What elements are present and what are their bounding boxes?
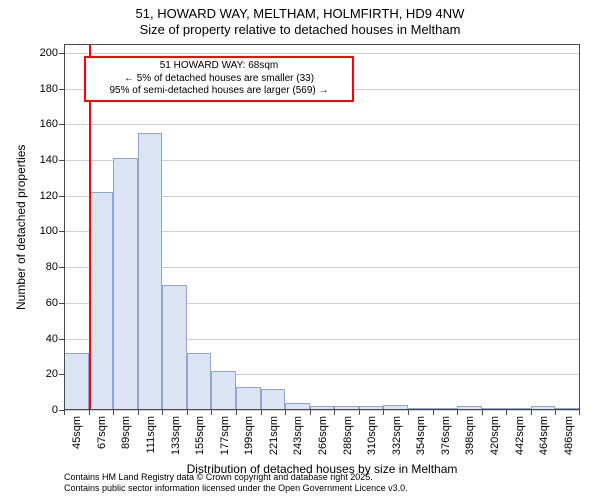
footer-attribution: Contains HM Land Registry data © Crown c… (64, 472, 408, 495)
xtick-mark (310, 410, 311, 415)
xtick-label: 243sqm (290, 416, 304, 455)
xtick-mark (261, 410, 262, 415)
xtick-mark (579, 410, 580, 415)
ytick-mark (59, 231, 64, 232)
xtick-mark (433, 410, 434, 415)
ytick-mark (59, 374, 64, 375)
xtick-mark (506, 410, 507, 415)
xtick-label: 221sqm (266, 416, 280, 455)
xtick-mark (162, 410, 163, 415)
footer-line-1: Contains HM Land Registry data © Crown c… (64, 472, 408, 483)
xtick-mark (211, 410, 212, 415)
xtick-mark (187, 410, 188, 415)
xtick-mark (113, 410, 114, 415)
plot-border (64, 44, 580, 410)
xtick-label: 398sqm (462, 416, 476, 455)
xtick-label: 442sqm (512, 416, 526, 455)
ytick-mark (59, 53, 64, 54)
xtick-mark (236, 410, 237, 415)
xtick-mark (383, 410, 384, 415)
xtick-mark (64, 410, 65, 415)
ytick-mark (59, 196, 64, 197)
xtick-mark (457, 410, 458, 415)
xtick-mark (408, 410, 409, 415)
y-axis-label: Number of detached properties (14, 144, 28, 309)
ytick-mark (59, 124, 64, 125)
xtick-label: 464sqm (536, 416, 550, 455)
ytick-mark (59, 89, 64, 90)
ytick-mark (59, 303, 64, 304)
ytick-mark (59, 339, 64, 340)
xtick-mark (482, 410, 483, 415)
xtick-label: 67sqm (94, 416, 108, 449)
xtick-label: 177sqm (217, 416, 231, 455)
xtick-mark (555, 410, 556, 415)
chart-title-line1: 51, HOWARD WAY, MELTHAM, HOLMFIRTH, HD9 … (0, 6, 600, 21)
ytick-mark (59, 160, 64, 161)
xtick-mark (138, 410, 139, 415)
xtick-mark (334, 410, 335, 415)
xtick-label: 45sqm (69, 416, 83, 449)
ytick-mark (59, 267, 64, 268)
xtick-mark (285, 410, 286, 415)
xtick-label: 332sqm (389, 416, 403, 455)
xtick-label: 155sqm (192, 416, 206, 455)
xtick-label: 199sqm (241, 416, 255, 455)
xtick-mark (359, 410, 360, 415)
xtick-label: 266sqm (315, 416, 329, 455)
xtick-label: 310sqm (364, 416, 378, 455)
xtick-label: 486sqm (561, 416, 575, 455)
footer-line-2: Contains public sector information licen… (64, 483, 408, 494)
xtick-label: 89sqm (118, 416, 132, 449)
plot-area: 51 HOWARD WAY: 68sqm ← 5% of detached ho… (64, 44, 580, 410)
xtick-label: 111sqm (143, 416, 157, 454)
xtick-mark (89, 410, 90, 415)
xtick-mark (531, 410, 532, 415)
gridline (64, 410, 580, 411)
chart-title-line2: Size of property relative to detached ho… (0, 22, 600, 37)
xtick-label: 376sqm (438, 416, 452, 455)
xtick-label: 354sqm (413, 416, 427, 455)
xtick-label: 288sqm (340, 416, 354, 455)
xtick-label: 420sqm (487, 416, 501, 455)
xtick-label: 133sqm (168, 416, 182, 455)
